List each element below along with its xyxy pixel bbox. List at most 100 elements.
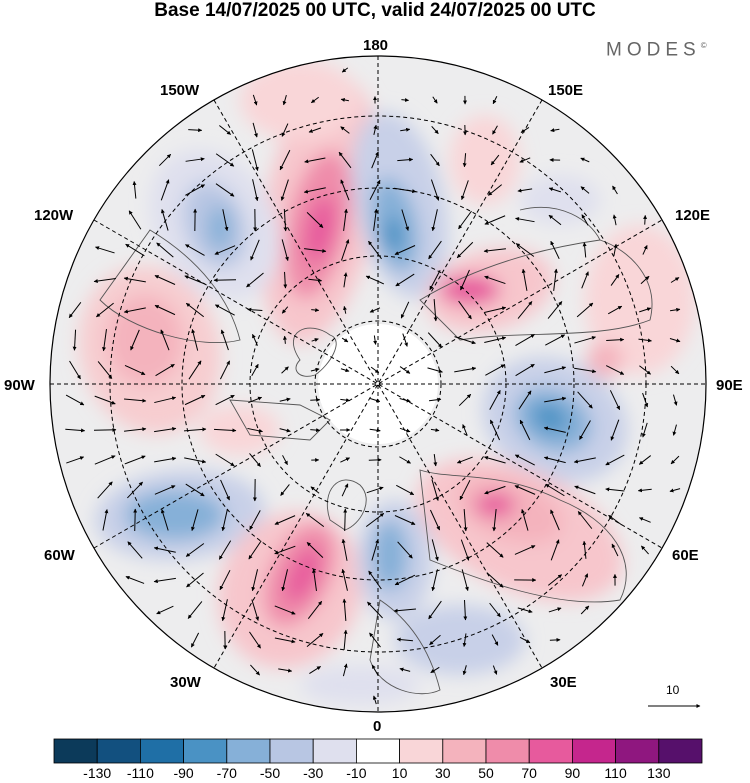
wind-vector [365, 275, 385, 285]
wind-vector [340, 368, 350, 373]
wind-vector [641, 422, 648, 438]
wind-vector [670, 307, 681, 312]
wind-vector [125, 243, 145, 257]
wind-vector [580, 157, 590, 163]
wind-vector [340, 398, 351, 403]
wind-vector [397, 157, 414, 162]
wind-vector [670, 455, 680, 465]
wind-vector [341, 67, 349, 73]
wind-vector [190, 632, 200, 648]
wind-vector [431, 126, 439, 134]
wind-vector [430, 428, 440, 433]
wind-vector [340, 179, 350, 201]
colorbar-tick-label: -30 [303, 765, 324, 781]
wind-vector [484, 336, 507, 344]
lon-label-30w: 30W [170, 674, 201, 691]
wind-vector [215, 183, 235, 197]
wind-vector [249, 510, 261, 531]
wind-vector [308, 127, 322, 133]
wind-vector [372, 695, 377, 705]
wind-vector [153, 577, 176, 584]
wind-vector [215, 153, 235, 167]
wind-vector [125, 575, 145, 584]
wind-vector [154, 456, 177, 463]
wind-vector [573, 457, 596, 464]
wind-vector [395, 273, 415, 287]
wind-vector [463, 508, 468, 532]
wind-vector [187, 601, 203, 619]
wind-vector [310, 486, 320, 494]
wind-vector [366, 486, 384, 494]
wind-vector [251, 599, 260, 621]
wind-vector [369, 632, 381, 648]
wind-vector [311, 308, 320, 313]
wind-vector [280, 179, 289, 201]
wind-vector [371, 664, 379, 676]
wind-vector [613, 243, 618, 256]
wind-vector [606, 337, 625, 342]
wind-vector [521, 268, 528, 291]
wind-vector [342, 663, 348, 677]
wind-vector [519, 157, 531, 163]
colorbar-tick-label: 30 [435, 765, 451, 781]
wind-vector [68, 302, 82, 318]
wind-vector [281, 569, 289, 592]
colorbar-tick-label: 50 [478, 765, 494, 781]
colorbar-swatch [355, 738, 400, 764]
lon-label-120e: 120E [675, 207, 711, 224]
wind-vector [123, 307, 146, 314]
wind-vector [188, 128, 203, 133]
wind-vector [580, 186, 590, 194]
wind-vector [65, 394, 85, 406]
wind-vector [399, 366, 411, 374]
wind-vector [489, 602, 501, 618]
wind-vector [431, 539, 439, 562]
wind-vector [460, 539, 470, 561]
wind-vector [400, 301, 410, 319]
wind-vector [343, 508, 348, 532]
wind-vector [160, 329, 170, 351]
wind-vector [184, 275, 206, 285]
wind-vector [153, 546, 176, 553]
wind-vector [97, 361, 113, 379]
wind-vector [485, 364, 505, 376]
wind-vector [550, 128, 560, 133]
anomaly-field [78, 60, 695, 705]
wind-vector [669, 488, 681, 493]
colorbar-swatch [442, 738, 487, 764]
wind-vector [605, 487, 625, 492]
wind-vector [274, 605, 296, 615]
wind-vector [612, 185, 618, 195]
wind-vector [581, 573, 589, 587]
wind-vector [93, 277, 116, 284]
colorbar-tick-label: 110 [604, 765, 627, 781]
wind-vector [95, 246, 115, 254]
wind-vector [132, 181, 137, 199]
wind-vector [274, 515, 296, 525]
wind-vector [133, 508, 138, 532]
lon-label-60e: 60E [672, 547, 699, 564]
wind-vector [342, 598, 347, 622]
lon-label-0: 0 [373, 718, 382, 735]
wind-vector [553, 268, 558, 291]
wind-vector [219, 360, 231, 380]
wind-vector [399, 427, 411, 433]
wind-vector [343, 208, 348, 231]
wind-vector [428, 240, 442, 260]
wind-vector [281, 123, 289, 137]
wind-vector [514, 485, 536, 495]
wind-vector [251, 569, 259, 592]
wind-vector [219, 125, 231, 135]
colorbar-tick-label: 70 [521, 765, 537, 781]
wind-vector [605, 454, 625, 466]
colorbar-tick-label: -10 [346, 765, 367, 781]
wind-vector [547, 301, 563, 319]
colorbar-swatch [269, 738, 314, 764]
wind-vector [340, 97, 349, 102]
wind-vector [221, 509, 228, 532]
wind-vector [343, 629, 348, 650]
wind-vector [252, 94, 258, 106]
wind-vector [515, 334, 535, 346]
wind-vector [397, 541, 413, 559]
